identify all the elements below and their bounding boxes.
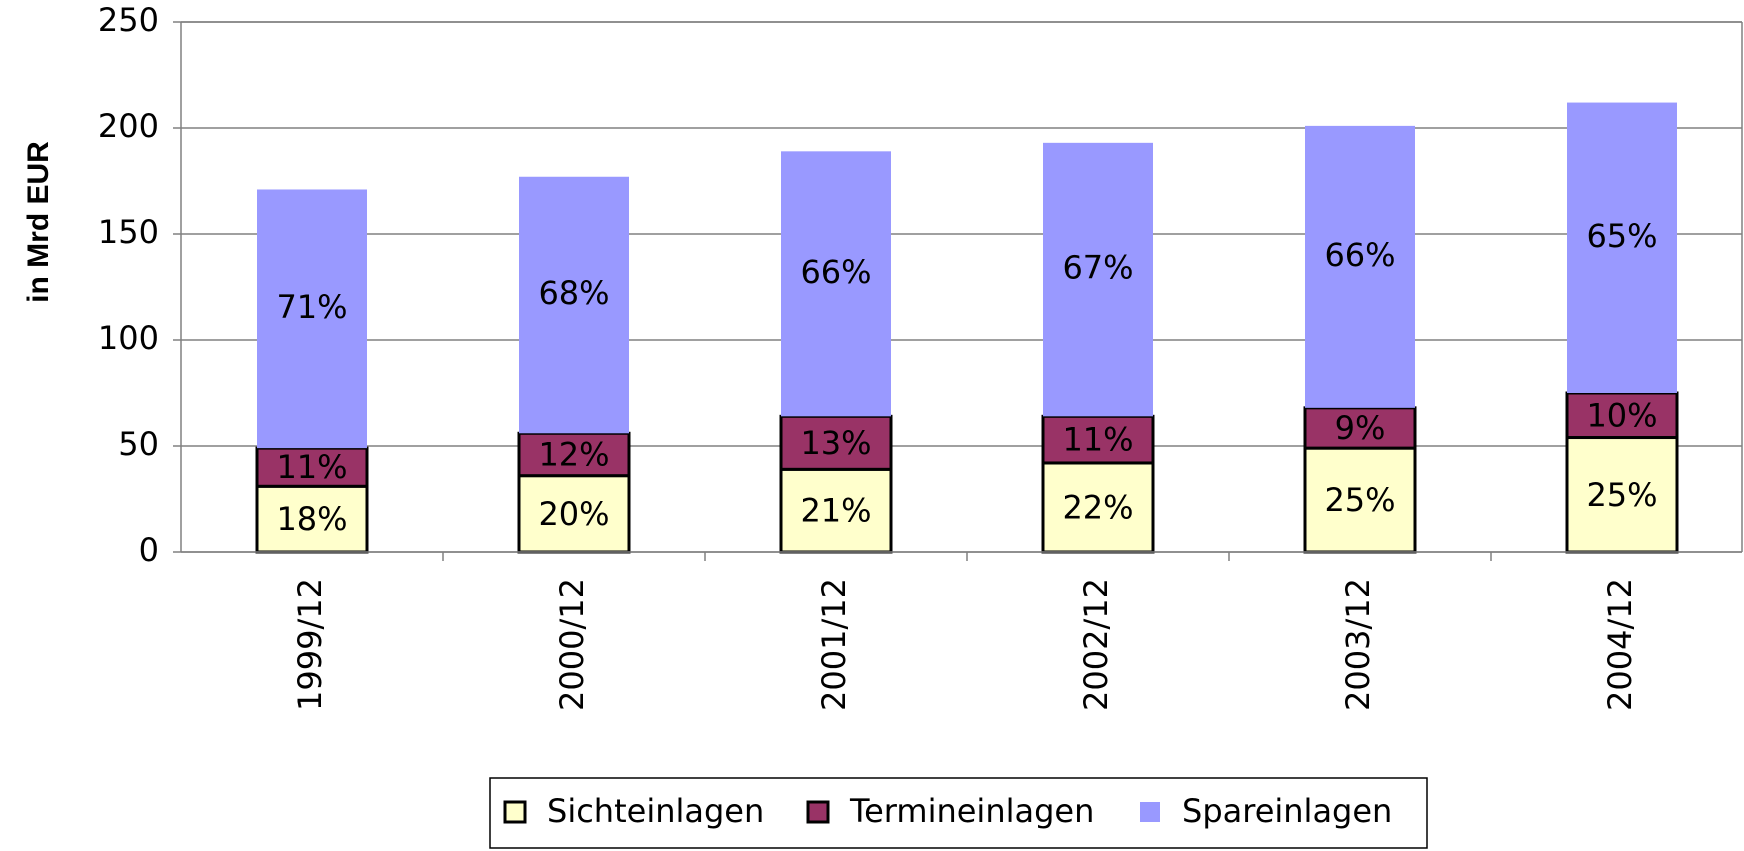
bar-segment [781, 151, 891, 417]
bar-segment [1043, 142, 1153, 417]
y-tick-label: 200 [98, 107, 159, 145]
y-tick-label: 250 [98, 1, 159, 39]
bar-label: 21% [800, 492, 871, 530]
legend-label: Spareinlagen [1182, 792, 1392, 830]
y-axis-title: in Mrd EUR [22, 141, 55, 303]
bar-segment [519, 176, 629, 434]
x-tick-label: 2001/12 [815, 578, 853, 711]
x-tick-label: 1999/12 [291, 578, 329, 711]
x-tick-label: 2002/12 [1077, 578, 1115, 711]
y-tick-label: 50 [118, 425, 159, 463]
bar-label: 66% [1324, 236, 1395, 274]
bar-label: 25% [1324, 481, 1395, 519]
legend-label: Termineinlagen [849, 792, 1094, 830]
bar-label: 68% [538, 274, 609, 312]
bar-segment [1565, 436, 1679, 554]
y-tick-label: 100 [98, 319, 159, 357]
bar-label: 67% [1062, 249, 1133, 287]
bar-label: 18% [276, 500, 347, 538]
bar-label: 71% [276, 288, 347, 326]
bar-segment [257, 189, 367, 449]
bar-label: 22% [1062, 488, 1133, 526]
bar-label: 66% [800, 253, 871, 291]
bar-segment [517, 431, 631, 478]
bar-label: 20% [538, 495, 609, 533]
bar-label: 13% [800, 424, 871, 462]
bar-label: 9% [1335, 409, 1386, 447]
bar-segment [255, 446, 369, 488]
bar-label: 11% [276, 448, 347, 486]
x-tick-label: 2000/12 [553, 578, 591, 711]
legend-swatch [1140, 802, 1160, 822]
y-tick-label: 150 [98, 213, 159, 251]
x-tick-label: 2003/12 [1339, 578, 1377, 711]
bar-segment [517, 474, 631, 554]
bar-label: 10% [1586, 396, 1657, 434]
bar-segment [779, 414, 893, 471]
y-tick-label: 0 [139, 531, 159, 569]
bar-segment [1567, 102, 1677, 393]
x-tick-label: 2004/12 [1601, 578, 1639, 711]
legend-box [489, 777, 1428, 849]
bar-segment [1305, 125, 1415, 408]
bar-label: 12% [538, 435, 609, 473]
bar-label: 25% [1586, 476, 1657, 514]
bar-label: 65% [1586, 217, 1657, 255]
bar-label: 11% [1062, 421, 1133, 459]
legend-swatch [806, 800, 830, 824]
legend-swatch [503, 800, 527, 824]
bar-segment [1303, 446, 1417, 554]
bar-segment [1041, 461, 1155, 554]
legend-label: Sichteinlagen [547, 792, 764, 830]
bar-segment [1041, 414, 1155, 465]
